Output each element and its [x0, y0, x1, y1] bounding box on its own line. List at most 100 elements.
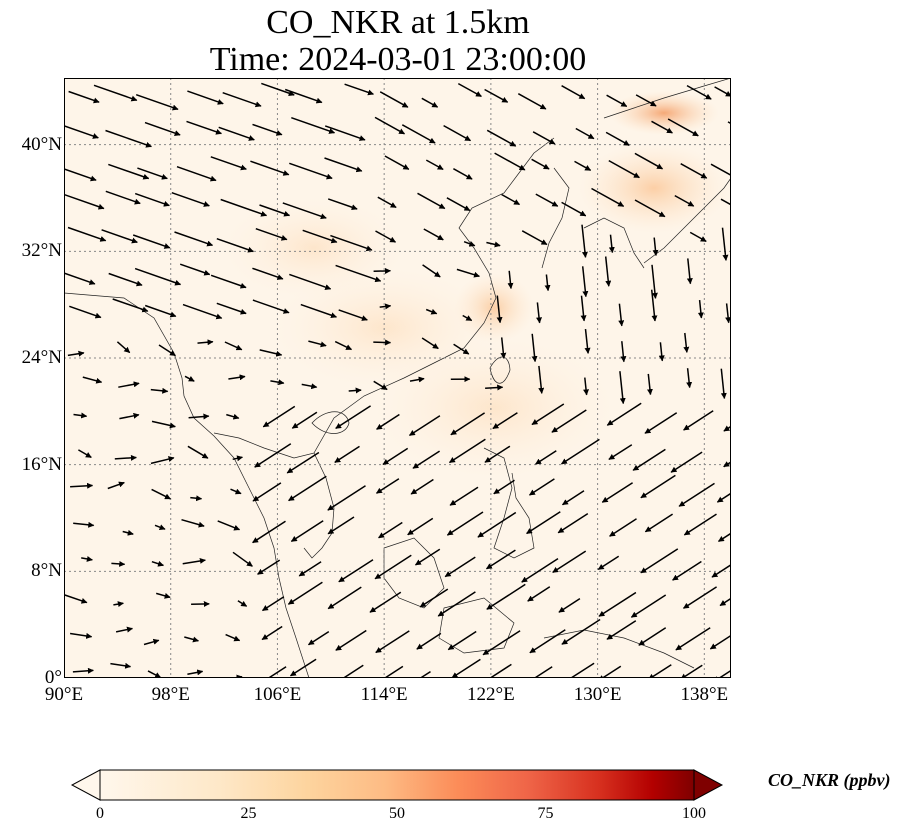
- map-panel[interactable]: [64, 78, 731, 678]
- wind-arrow: [379, 91, 409, 108]
- wind-arrow: [107, 481, 125, 490]
- wind-arrow: [443, 124, 472, 142]
- wind-arrow: [709, 634, 731, 650]
- colorbar-label: CO_NKR (ppbv): [768, 770, 891, 790]
- lon-tick-label: 90°E: [44, 684, 84, 705]
- wind-arrow: [605, 131, 630, 146]
- wind-arrow: [651, 120, 673, 134]
- wind-arrow: [232, 455, 243, 462]
- colorbar-max-extend: [693, 769, 724, 801]
- wind-arrow: [457, 82, 482, 98]
- map-subtitle-time: Time: 2024-03-01 23:00:00: [209, 41, 587, 78]
- wind-arrow: [575, 127, 595, 140]
- wind-arrow: [224, 341, 243, 351]
- wind-arrow: [697, 300, 704, 319]
- wind-arrow: [597, 555, 620, 571]
- wind-arrow: [250, 160, 290, 176]
- wind-arrow: [373, 267, 391, 274]
- wind-arrow: [375, 630, 410, 654]
- wind-arrow: [683, 513, 717, 536]
- wind-arrow: [70, 482, 94, 489]
- wind-arrow: [604, 256, 612, 287]
- wind-arrow: [190, 495, 203, 502]
- wind-arrow: [67, 350, 85, 357]
- lon-tick-label: 114°E: [360, 684, 408, 705]
- wind-arrow: [686, 84, 712, 100]
- wind-arrow: [686, 368, 693, 389]
- wind-arrow: [373, 380, 388, 391]
- wind-arrow: [417, 192, 446, 210]
- wind-arrow: [714, 86, 731, 97]
- wind-arrow: [412, 450, 441, 469]
- wind-arrow: [646, 373, 653, 396]
- wind-arrow: [630, 594, 667, 618]
- lon-tick-label: 138°E: [680, 684, 729, 705]
- wind-arrow: [151, 560, 164, 567]
- wind-arrow: [225, 633, 241, 642]
- wind-arrow: [64, 193, 105, 210]
- wind-arrow: [527, 586, 551, 602]
- wind-arrow: [335, 264, 382, 283]
- wind-arrow: [557, 512, 589, 534]
- wind-arrow: [105, 190, 141, 205]
- wind-arrow: [344, 83, 374, 96]
- wind-arrow: [261, 625, 283, 641]
- wind-arrow: [69, 305, 102, 319]
- wind-arrow: [284, 88, 323, 104]
- wind-arrow: [591, 187, 625, 207]
- wind-arrow: [151, 420, 176, 429]
- wind-arrow: [444, 556, 476, 578]
- wind-arrow: [451, 658, 481, 678]
- wind-arrow: [477, 511, 517, 538]
- wind-arrow: [342, 664, 364, 678]
- wind-arrow: [716, 492, 731, 503]
- wind-arrow: [374, 554, 412, 580]
- wind-arrow: [650, 289, 658, 322]
- wind-arrow: [456, 268, 480, 278]
- map-border: [64, 78, 731, 678]
- wind-arrow: [179, 263, 211, 276]
- wind-arrow: [674, 194, 695, 207]
- wind-arrow: [262, 405, 296, 428]
- lat-tick-label: 32°N: [21, 240, 62, 262]
- wind-arrow: [93, 84, 138, 102]
- wind-arrow: [188, 413, 210, 420]
- wind-arrow: [176, 165, 217, 182]
- wind-arrow: [155, 592, 171, 599]
- wind-arrow: [324, 157, 363, 173]
- wind-arrow: [182, 303, 223, 320]
- wind-arrow: [334, 445, 360, 464]
- wind-arrow: [327, 516, 355, 535]
- wind-arrow: [670, 451, 703, 473]
- wind-arrow: [532, 131, 556, 145]
- wind-arrow: [638, 627, 667, 646]
- wind-arrow: [150, 456, 175, 465]
- wind-arrow: [287, 581, 323, 605]
- wind-arrow: [289, 658, 317, 677]
- wind-arrow: [601, 482, 634, 503]
- wind-arrow: [401, 124, 436, 144]
- wind-arrow: [112, 298, 149, 313]
- wind-arrow: [73, 412, 88, 419]
- lat-tick-label: 0°: [44, 667, 62, 688]
- wind-arrow: [384, 155, 410, 170]
- wind-arrow: [144, 304, 177, 318]
- wind-arrow: [114, 454, 137, 461]
- wind-arrow: [216, 237, 254, 253]
- wind-arrow: [711, 563, 731, 578]
- wind-arrow: [421, 97, 439, 108]
- wind-arrow: [531, 333, 538, 363]
- wind-arrow: [158, 344, 176, 357]
- wind-arrow: [222, 91, 262, 108]
- wind-arrow: [463, 240, 476, 247]
- wind-arrow: [609, 518, 637, 537]
- wind-arrow: [135, 93, 179, 111]
- coastlines: [64, 78, 731, 678]
- wind-arrow: [608, 159, 640, 179]
- wind-arrow: [644, 412, 678, 434]
- wind-arrow: [184, 636, 199, 643]
- wind-arrow: [529, 629, 566, 654]
- wind-arrow: [68, 90, 100, 104]
- wind-arrow: [375, 478, 400, 494]
- wind-arrow: [230, 488, 242, 495]
